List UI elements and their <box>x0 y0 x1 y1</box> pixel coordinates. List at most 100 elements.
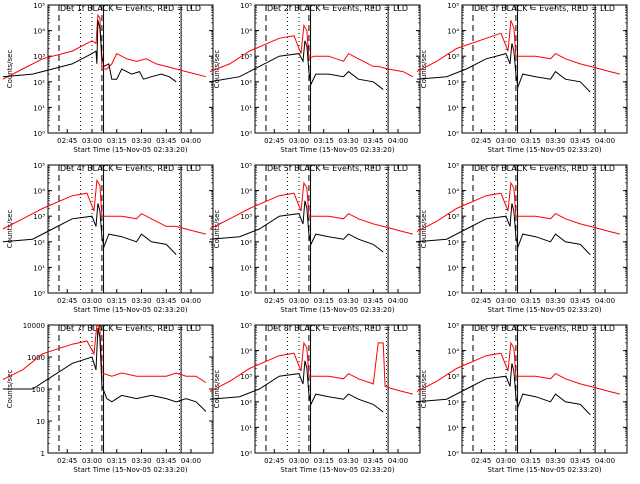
y-tick-label: 10³ <box>240 53 252 61</box>
y-tick-label: 10¹ <box>447 104 459 112</box>
x-tick-label: 04:00 <box>595 457 615 465</box>
lld-series-line <box>416 20 621 75</box>
x-tick-label: 03:00 <box>496 137 516 145</box>
y-tick-label: 10³ <box>447 373 459 381</box>
y-tick-label: 10⁵ <box>33 162 45 170</box>
y-tick-label: 10¹ <box>240 424 252 432</box>
x-axis-label: Start Time (15-Nov-05 02:33:20) <box>280 146 394 154</box>
x-tick-label: 04:00 <box>181 297 201 305</box>
y-tick-label: 10² <box>447 79 459 87</box>
panel-3: Det 3f BLACK = Events, RED = LLD Counts/s… <box>416 2 628 154</box>
y-tick-label: 10⁰ <box>33 290 45 298</box>
y-axis-label: Counts/sec <box>6 50 14 89</box>
events-series-line <box>416 43 591 93</box>
panel-4: Det 4f BLACK = Events, RED = LLD Counts/s… <box>2 162 214 314</box>
panel-title: Det 3f BLACK = Events, RED = LLD <box>474 4 615 13</box>
y-tick-label: 10000 <box>23 322 45 330</box>
y-tick-label: 10³ <box>33 53 45 61</box>
plot-frame <box>254 4 421 134</box>
x-tick-label: 02:45 <box>57 457 77 465</box>
panel-title: Det 4f BLACK = Events, RED = LLD <box>60 164 201 173</box>
x-axis-label: Start Time (15-Nov-05 02:33:20) <box>487 306 601 314</box>
y-tick-label: 10² <box>240 399 252 407</box>
lld-series-line <box>2 323 207 384</box>
panel-9: Det 9f BLACK = Events, RED = LLD Counts/s… <box>416 322 628 474</box>
y-axis-label: Counts/sec <box>213 370 221 409</box>
events-series-line <box>416 363 591 415</box>
panel-title: Det 2f BLACK = Events, RED = LLD <box>267 4 408 13</box>
events-series-line <box>2 328 207 412</box>
x-tick-label: 03:00 <box>289 137 309 145</box>
panel-2: Det 2f BLACK = Events, RED = LLDCounts/s… <box>209 2 421 154</box>
x-tick-label: 04:00 <box>595 297 615 305</box>
x-tick-label: 03:45 <box>363 457 383 465</box>
y-tick-label: 10³ <box>33 213 45 221</box>
x-axis-label: Start Time (15-Nov-05 02:33:20) <box>487 466 601 474</box>
x-tick-label: 03:00 <box>289 297 309 305</box>
panel-8: Det 8f BLACK = Events, RED = LLD Counts/s… <box>209 322 421 474</box>
x-tick-label: 03:30 <box>545 137 565 145</box>
y-tick-label: 10² <box>33 79 45 87</box>
x-tick-label: 03:30 <box>338 137 358 145</box>
x-tick-label: 02:45 <box>264 457 284 465</box>
x-axis-label: Start Time (15-Nov-05 02:33:20) <box>73 466 187 474</box>
y-tick-label: 10³ <box>240 373 252 381</box>
events-series-line <box>2 203 177 255</box>
y-tick-label: 10⁵ <box>240 322 252 330</box>
panel-title: Det 5f BLACK = Events, RED = LLD <box>267 164 408 173</box>
x-tick-label: 04:00 <box>595 137 615 145</box>
y-tick-label: 10⁰ <box>447 450 459 458</box>
x-tick-label: 03:45 <box>156 457 176 465</box>
x-tick-label: 02:45 <box>471 457 491 465</box>
plot-frame <box>461 324 628 454</box>
y-tick-label: 10⁵ <box>447 322 459 330</box>
y-tick-label: 10⁵ <box>240 162 252 170</box>
y-axis-label: Counts/sec <box>420 210 428 249</box>
plot-frame <box>254 324 421 454</box>
x-tick-label: 03:15 <box>314 297 334 305</box>
panel-title: Det 9f BLACK = Events, RED = LLD <box>474 324 615 333</box>
x-axis-label: Start Time (15-Nov-05 02:33:20) <box>73 146 187 154</box>
x-tick-label: 03:30 <box>131 457 151 465</box>
y-tick-label: 10⁴ <box>33 188 45 196</box>
x-tick-label: 04:00 <box>388 137 408 145</box>
x-tick-label: 02:45 <box>471 297 491 305</box>
x-tick-label: 02:45 <box>264 297 284 305</box>
x-tick-label: 03:30 <box>545 297 565 305</box>
events-series-line <box>416 203 591 255</box>
y-tick-label: 10⁴ <box>240 348 252 356</box>
events-series-line <box>209 40 384 90</box>
panel-1: Det 1f BLACK = Events, RED = LLD Counts/s… <box>2 2 214 154</box>
y-tick-label: 10¹ <box>447 424 459 432</box>
x-tick-label: 03:15 <box>107 297 127 305</box>
panel-title: Det 8f BLACK = Events, RED = LLD <box>267 324 408 333</box>
panel-title: Det 7f BLACK = Events, RED = LLD <box>60 324 201 333</box>
x-tick-label: 02:45 <box>57 137 77 145</box>
y-axis-label: Counts/sec <box>420 50 428 89</box>
x-tick-label: 03:45 <box>570 297 590 305</box>
x-tick-label: 04:00 <box>388 297 408 305</box>
y-tick-label: 10⁰ <box>33 130 45 138</box>
y-axis-label: Counts/sec <box>6 210 14 249</box>
x-tick-label: 03:00 <box>496 457 516 465</box>
x-axis-label: Start Time (15-Nov-05 02:33:20) <box>73 306 187 314</box>
x-tick-label: 03:15 <box>521 137 541 145</box>
y-tick-label: 10⁵ <box>240 2 252 10</box>
events-series-line <box>209 200 384 253</box>
x-tick-label: 02:45 <box>264 137 284 145</box>
y-tick-label: 1 <box>41 450 45 458</box>
x-tick-label: 03:45 <box>363 137 383 145</box>
y-tick-label: 10⁴ <box>33 28 45 36</box>
y-tick-label: 10 <box>36 418 45 426</box>
x-tick-label: 03:45 <box>156 137 176 145</box>
y-tick-label: 10⁰ <box>447 130 459 138</box>
x-tick-label: 03:00 <box>82 297 102 305</box>
panel-7: Det 7f BLACK = Events, RED = LLDCounts/s… <box>2 322 214 474</box>
x-tick-label: 03:45 <box>363 297 383 305</box>
y-tick-label: 10⁴ <box>447 28 459 36</box>
y-tick-label: 10² <box>240 79 252 87</box>
y-tick-label: 10³ <box>447 53 459 61</box>
lld-series-line <box>209 23 414 78</box>
y-axis-label: Counts/sec <box>213 210 221 249</box>
